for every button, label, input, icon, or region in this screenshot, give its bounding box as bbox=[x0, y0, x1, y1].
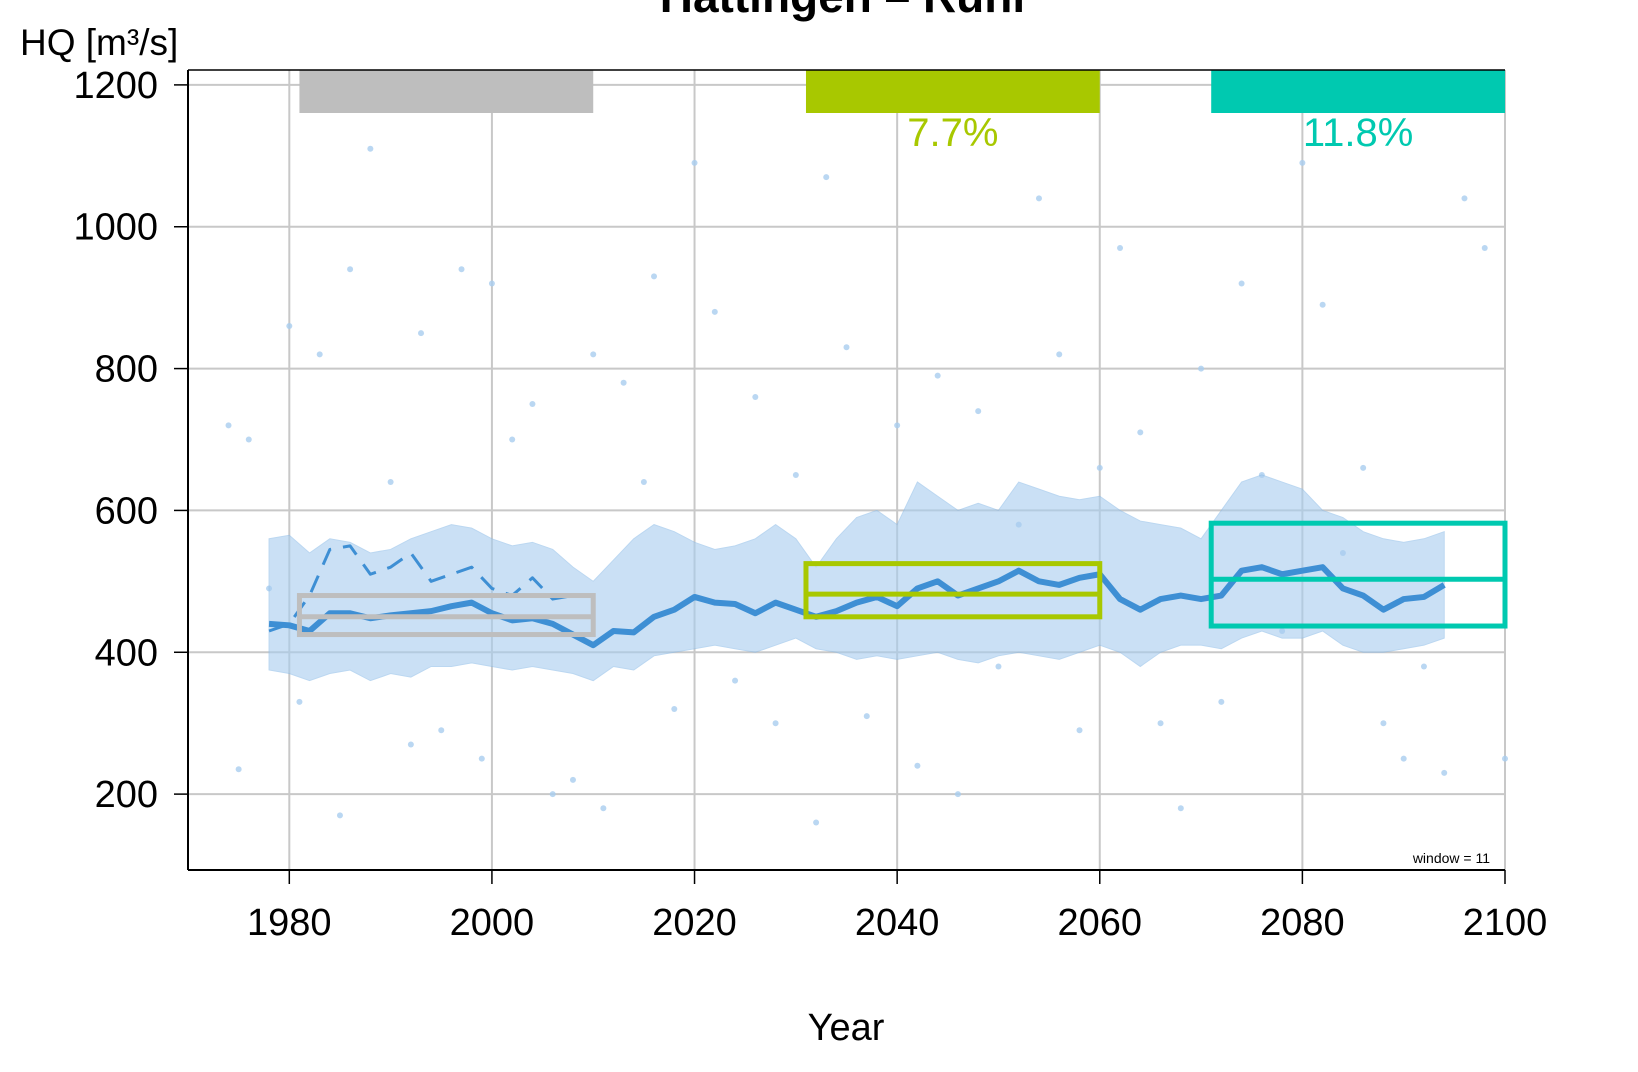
y-axis-label: HQ [m³/s] bbox=[20, 22, 178, 63]
data-point bbox=[934, 372, 941, 379]
data-point bbox=[1299, 159, 1306, 166]
x-tick-label: 2080 bbox=[1260, 902, 1345, 944]
data-point bbox=[975, 408, 982, 415]
data-point bbox=[1035, 195, 1042, 202]
data-point bbox=[286, 323, 293, 330]
data-point bbox=[509, 436, 516, 443]
data-point bbox=[1461, 195, 1468, 202]
data-point bbox=[488, 280, 495, 287]
data-point bbox=[843, 344, 850, 351]
data-point bbox=[1319, 301, 1326, 308]
data-point bbox=[894, 422, 901, 429]
data-point bbox=[549, 791, 556, 798]
data-point bbox=[813, 819, 820, 826]
x-tick-label: 2100 bbox=[1463, 902, 1548, 944]
x-tick-label: 1980 bbox=[247, 902, 332, 944]
data-point bbox=[1177, 805, 1184, 812]
data-point bbox=[478, 755, 485, 762]
data-point bbox=[225, 422, 232, 429]
data-point bbox=[620, 379, 627, 386]
x-axis-label: Year bbox=[808, 1007, 885, 1049]
chart-title: Hattingen – Ruhr bbox=[660, 0, 1031, 22]
period-box bbox=[1208, 520, 1508, 629]
window-note: window = 11 bbox=[1412, 850, 1490, 866]
period-bar bbox=[1211, 70, 1505, 113]
data-point bbox=[752, 393, 759, 400]
data-point bbox=[1502, 755, 1508, 762]
data-point bbox=[995, 663, 1002, 670]
data-point bbox=[1218, 698, 1225, 705]
data-point bbox=[1137, 429, 1144, 436]
data-point bbox=[529, 401, 536, 408]
y-tick-label: 400 bbox=[95, 632, 158, 674]
change-label: 11.8% bbox=[1303, 111, 1413, 155]
y-tick-label: 800 bbox=[95, 349, 158, 391]
data-point bbox=[336, 812, 343, 819]
data-point bbox=[1076, 727, 1083, 734]
data-point bbox=[1056, 351, 1063, 358]
data-point bbox=[367, 145, 374, 152]
observed-line bbox=[268, 544, 574, 633]
data-point bbox=[823, 174, 830, 181]
data-point bbox=[711, 308, 718, 315]
data-point bbox=[1157, 720, 1164, 727]
data-point bbox=[732, 677, 739, 684]
data-point bbox=[245, 436, 252, 443]
period-bar bbox=[299, 70, 594, 113]
change-label: 7.7% bbox=[907, 111, 998, 155]
y-tick-label: 200 bbox=[95, 774, 158, 816]
data-point bbox=[1441, 769, 1448, 776]
data-point bbox=[387, 479, 394, 486]
data-point bbox=[671, 706, 678, 713]
data-point bbox=[1380, 720, 1387, 727]
data-point bbox=[914, 762, 921, 769]
y-tick-label: 1000 bbox=[73, 207, 158, 249]
data-point bbox=[1096, 464, 1103, 471]
mean-line bbox=[268, 564, 1446, 649]
data-point bbox=[407, 741, 414, 748]
data-point bbox=[954, 791, 961, 798]
data-point bbox=[569, 776, 576, 783]
data-point bbox=[863, 713, 870, 720]
data-point bbox=[1117, 245, 1124, 252]
data-point bbox=[640, 479, 647, 486]
data-point bbox=[590, 351, 597, 358]
data-point bbox=[1481, 245, 1488, 252]
data-point bbox=[347, 266, 354, 273]
data-point bbox=[772, 720, 779, 727]
data-point bbox=[600, 805, 607, 812]
data-point bbox=[296, 698, 303, 705]
data-point bbox=[418, 330, 425, 337]
data-point bbox=[1198, 365, 1205, 372]
x-tick-label: 2040 bbox=[855, 902, 940, 944]
y-tick-label: 1200 bbox=[73, 65, 158, 107]
data-point bbox=[691, 159, 698, 166]
x-tick-label: 2020 bbox=[652, 902, 737, 944]
period-box bbox=[803, 561, 1103, 620]
x-tick-label: 2000 bbox=[450, 902, 535, 944]
data-point bbox=[316, 351, 323, 358]
data-point bbox=[235, 766, 242, 773]
data-point bbox=[1360, 464, 1367, 471]
data-point bbox=[1238, 280, 1245, 287]
data-point bbox=[1400, 755, 1407, 762]
data-point bbox=[438, 727, 445, 734]
data-point bbox=[651, 273, 658, 280]
plot-area bbox=[188, 70, 1508, 870]
y-tick-label: 600 bbox=[95, 490, 158, 532]
data-point bbox=[458, 266, 465, 273]
data-point bbox=[792, 471, 799, 478]
data-point bbox=[1420, 663, 1427, 670]
x-tick-label: 2060 bbox=[1057, 902, 1142, 944]
period-bar bbox=[805, 70, 1100, 113]
